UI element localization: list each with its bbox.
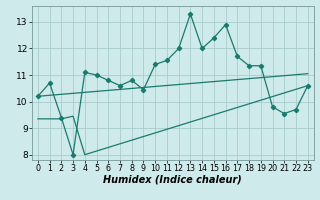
X-axis label: Humidex (Indice chaleur): Humidex (Indice chaleur) [103, 175, 242, 185]
